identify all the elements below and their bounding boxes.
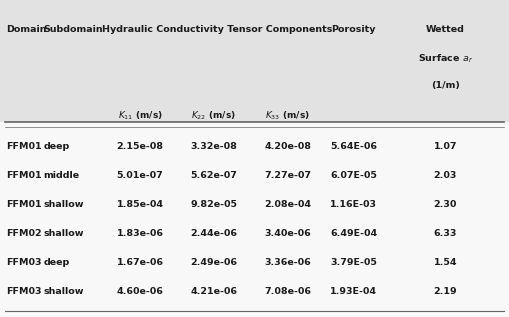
Text: $K_{33}$ (m/s): $K_{33}$ (m/s) (265, 109, 310, 122)
Text: deep: deep (43, 142, 70, 151)
Text: 1.54: 1.54 (434, 258, 457, 267)
Text: (1/m): (1/m) (431, 81, 460, 90)
Text: 6.07E-05: 6.07E-05 (330, 171, 377, 180)
Text: 4.60e-06: 4.60e-06 (117, 288, 163, 296)
Text: FFM02: FFM02 (6, 229, 42, 238)
Text: FFM01: FFM01 (6, 142, 42, 151)
Text: 1.16E-03: 1.16E-03 (330, 200, 377, 209)
Text: 6.49E-04: 6.49E-04 (330, 229, 377, 238)
Text: Surface $a_r$: Surface $a_r$ (418, 52, 473, 65)
Text: Subdomain: Subdomain (43, 25, 103, 34)
Text: Hydraulic Conductivity Tensor Components: Hydraulic Conductivity Tensor Components (102, 25, 333, 34)
Text: shallow: shallow (43, 200, 84, 209)
Text: $K_{22}$ (m/s): $K_{22}$ (m/s) (191, 109, 236, 122)
Text: 2.44e-06: 2.44e-06 (190, 229, 237, 238)
Text: 6.33: 6.33 (434, 229, 457, 238)
Text: 2.30: 2.30 (434, 200, 457, 209)
Text: 2.08e-04: 2.08e-04 (264, 200, 311, 209)
Bar (0, 10, 509, 122)
Text: Wetted: Wetted (426, 25, 465, 34)
Text: 5.01e-07: 5.01e-07 (117, 171, 163, 180)
Text: Domain: Domain (6, 25, 47, 34)
Text: 2.19: 2.19 (434, 288, 457, 296)
Text: 3.36e-06: 3.36e-06 (264, 258, 311, 267)
Bar (0, 122, 509, 317)
Text: 2.15e-08: 2.15e-08 (117, 142, 163, 151)
Text: FFM03: FFM03 (6, 258, 42, 267)
Text: 1.93E-04: 1.93E-04 (330, 288, 377, 296)
Text: 4.21e-06: 4.21e-06 (190, 288, 237, 296)
Text: 3.79E-05: 3.79E-05 (330, 258, 377, 267)
Text: deep: deep (43, 258, 70, 267)
Text: Porosity: Porosity (331, 25, 376, 34)
Text: 3.32e-08: 3.32e-08 (190, 142, 237, 151)
Text: shallow: shallow (43, 229, 84, 238)
Text: 2.03: 2.03 (434, 171, 457, 180)
Text: $K_{11}$ (m/s): $K_{11}$ (m/s) (118, 109, 162, 122)
Text: 5.64E-06: 5.64E-06 (330, 142, 377, 151)
Text: 1.83e-06: 1.83e-06 (117, 229, 163, 238)
Text: 3.40e-06: 3.40e-06 (264, 229, 311, 238)
Text: 7.08e-06: 7.08e-06 (264, 288, 311, 296)
Text: 7.27e-07: 7.27e-07 (264, 171, 311, 180)
Text: middle: middle (43, 171, 79, 180)
Text: FFM01: FFM01 (6, 171, 42, 180)
Text: FFM03: FFM03 (6, 288, 42, 296)
Text: 4.20e-08: 4.20e-08 (264, 142, 311, 151)
Text: 5.62e-07: 5.62e-07 (190, 171, 237, 180)
Text: 1.67e-06: 1.67e-06 (117, 258, 163, 267)
Text: 9.82e-05: 9.82e-05 (190, 200, 237, 209)
Text: 1.85e-04: 1.85e-04 (117, 200, 163, 209)
Text: 2.49e-06: 2.49e-06 (190, 258, 237, 267)
Text: 1.07: 1.07 (434, 142, 457, 151)
Text: shallow: shallow (43, 288, 84, 296)
Text: FFM01: FFM01 (6, 200, 42, 209)
